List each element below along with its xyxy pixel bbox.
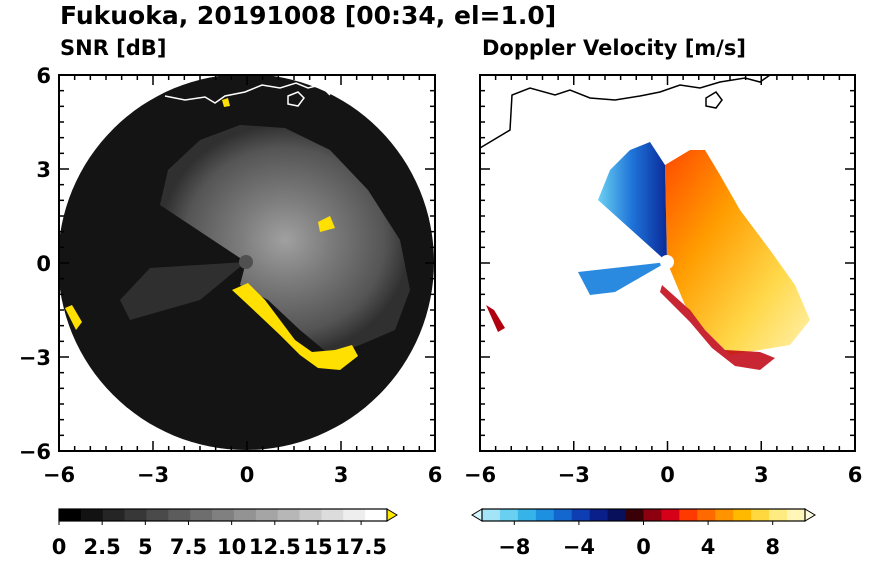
colorbar-segment — [212, 509, 235, 521]
snr-radar-site — [239, 255, 253, 269]
colorbar-segment — [168, 509, 191, 521]
colorbar-segment — [679, 509, 698, 521]
velocity-approaching-region — [598, 142, 667, 262]
velocity-receding-region — [665, 150, 810, 355]
colorbar-segment — [625, 509, 644, 521]
colorbar-tick-label: 0 — [52, 535, 67, 559]
colorbar-segment — [499, 509, 519, 521]
colorbar-segment — [190, 509, 213, 521]
velocity-panel: −6 −3 0 3 6 — [464, 74, 863, 487]
x-tick-label: −3 — [558, 463, 590, 487]
x-tick-label: 0 — [660, 463, 675, 487]
colorbar-segment — [535, 509, 555, 521]
velocity-approaching-low — [578, 262, 667, 295]
colorbar-segment — [146, 509, 169, 521]
snr-clutter-ne — [318, 216, 335, 232]
colorbar-segment — [343, 509, 366, 521]
colorbar-tick-label: 7.5 — [170, 535, 207, 559]
velocity-radar-site — [660, 255, 674, 269]
colorbar-tick-label: 8 — [765, 535, 780, 559]
colorbar-extend-max — [386, 508, 398, 522]
snr-panel-title: SNR [dB] — [60, 36, 166, 60]
colorbar-tick-label: 4 — [701, 535, 716, 559]
snr-echo-region — [160, 125, 410, 355]
colorbar-segment — [299, 509, 322, 521]
colorbar-segment — [321, 509, 344, 521]
y-tick-label: 0 — [36, 252, 51, 276]
colorbar-segment — [697, 509, 716, 521]
x-tick-label: 6 — [428, 463, 443, 487]
colorbar-segment — [571, 509, 591, 521]
colorbar-segment — [277, 509, 300, 521]
snr-clutter-s — [232, 283, 358, 370]
figure-title: Fukuoka, 20191008 [00:34, el=1.0] — [60, 1, 556, 30]
colorbar-tick-label: 10 — [217, 535, 246, 559]
y-tick-label: −6 — [19, 440, 51, 464]
snr-weak-echo — [120, 262, 246, 320]
colorbar-tick-label: 0 — [636, 535, 651, 559]
colorbar-segment — [715, 509, 734, 521]
colorbar-tick-label: 2.5 — [84, 535, 121, 559]
velocity-coastline — [480, 75, 771, 149]
colorbar-tick-label: 15 — [303, 535, 332, 559]
x-tick-label: 0 — [240, 463, 255, 487]
colorbar-segment — [589, 509, 609, 521]
colorbar-tick-label: −8 — [498, 535, 530, 559]
colorbar-segment — [482, 509, 501, 521]
colorbar-tick-label: −4 — [563, 535, 595, 559]
colorbar-tick-label: 5 — [138, 535, 153, 559]
snr-clutter-sw — [65, 305, 82, 330]
colorbar-tick-label: 12.5 — [249, 535, 301, 559]
colorbar-extend-min — [471, 508, 483, 522]
y-tick-label: −3 — [19, 346, 51, 370]
snr-panel: −6 −3 0 3 6 6 3 0 −3 −6 — [19, 64, 443, 487]
y-tick-label: 3 — [36, 158, 51, 182]
x-tick-label: −3 — [137, 463, 169, 487]
colorbar-segment — [233, 509, 257, 521]
velocity-island — [705, 91, 723, 109]
x-tick-label: 6 — [848, 463, 863, 487]
colorbar-segment — [607, 509, 626, 521]
colorbar-segment — [255, 509, 279, 521]
colorbar-segment — [553, 509, 573, 521]
colorbar-segment — [517, 509, 537, 521]
velocity-panel-title: Doppler Velocity [m/s] — [482, 36, 746, 60]
x-tick-label: 3 — [754, 463, 769, 487]
colorbar-segment — [787, 509, 806, 521]
velocity-edge-s — [660, 285, 775, 370]
velocity-axis-ticks: −6 −3 0 3 6 — [464, 74, 863, 487]
colorbar-segment — [661, 509, 680, 521]
colorbar-segment — [124, 509, 147, 521]
colorbar-segment — [80, 509, 104, 521]
colorbar-segment — [643, 509, 662, 521]
snr-colorbar: 0 2.5 5 7.5 10 12.5 15 17.5 — [52, 508, 398, 559]
snr-coastline — [164, 82, 331, 104]
colorbar-segment — [365, 509, 388, 521]
colorbar-segment — [102, 509, 125, 521]
snr-island — [287, 91, 305, 107]
colorbar-segment — [59, 509, 82, 521]
colorbar-segment — [769, 509, 788, 521]
colorbar-tick-label: 17.5 — [335, 535, 387, 559]
colorbar-extend-max — [804, 508, 816, 522]
colorbar-frame — [58, 508, 388, 522]
snr-clutter-n — [222, 98, 230, 107]
velocity-colorbar: −8 −4 0 4 8 — [471, 508, 816, 559]
snr-axis-ticks: −6 −3 0 3 6 6 3 0 −3 −6 — [19, 64, 443, 487]
x-tick-label: −6 — [464, 463, 496, 487]
x-tick-label: −6 — [43, 463, 75, 487]
velocity-edge-sw — [486, 305, 505, 332]
y-tick-label: 6 — [36, 64, 51, 88]
x-tick-label: 3 — [334, 463, 349, 487]
colorbar-segment — [751, 509, 770, 521]
colorbar-segment — [733, 509, 752, 521]
